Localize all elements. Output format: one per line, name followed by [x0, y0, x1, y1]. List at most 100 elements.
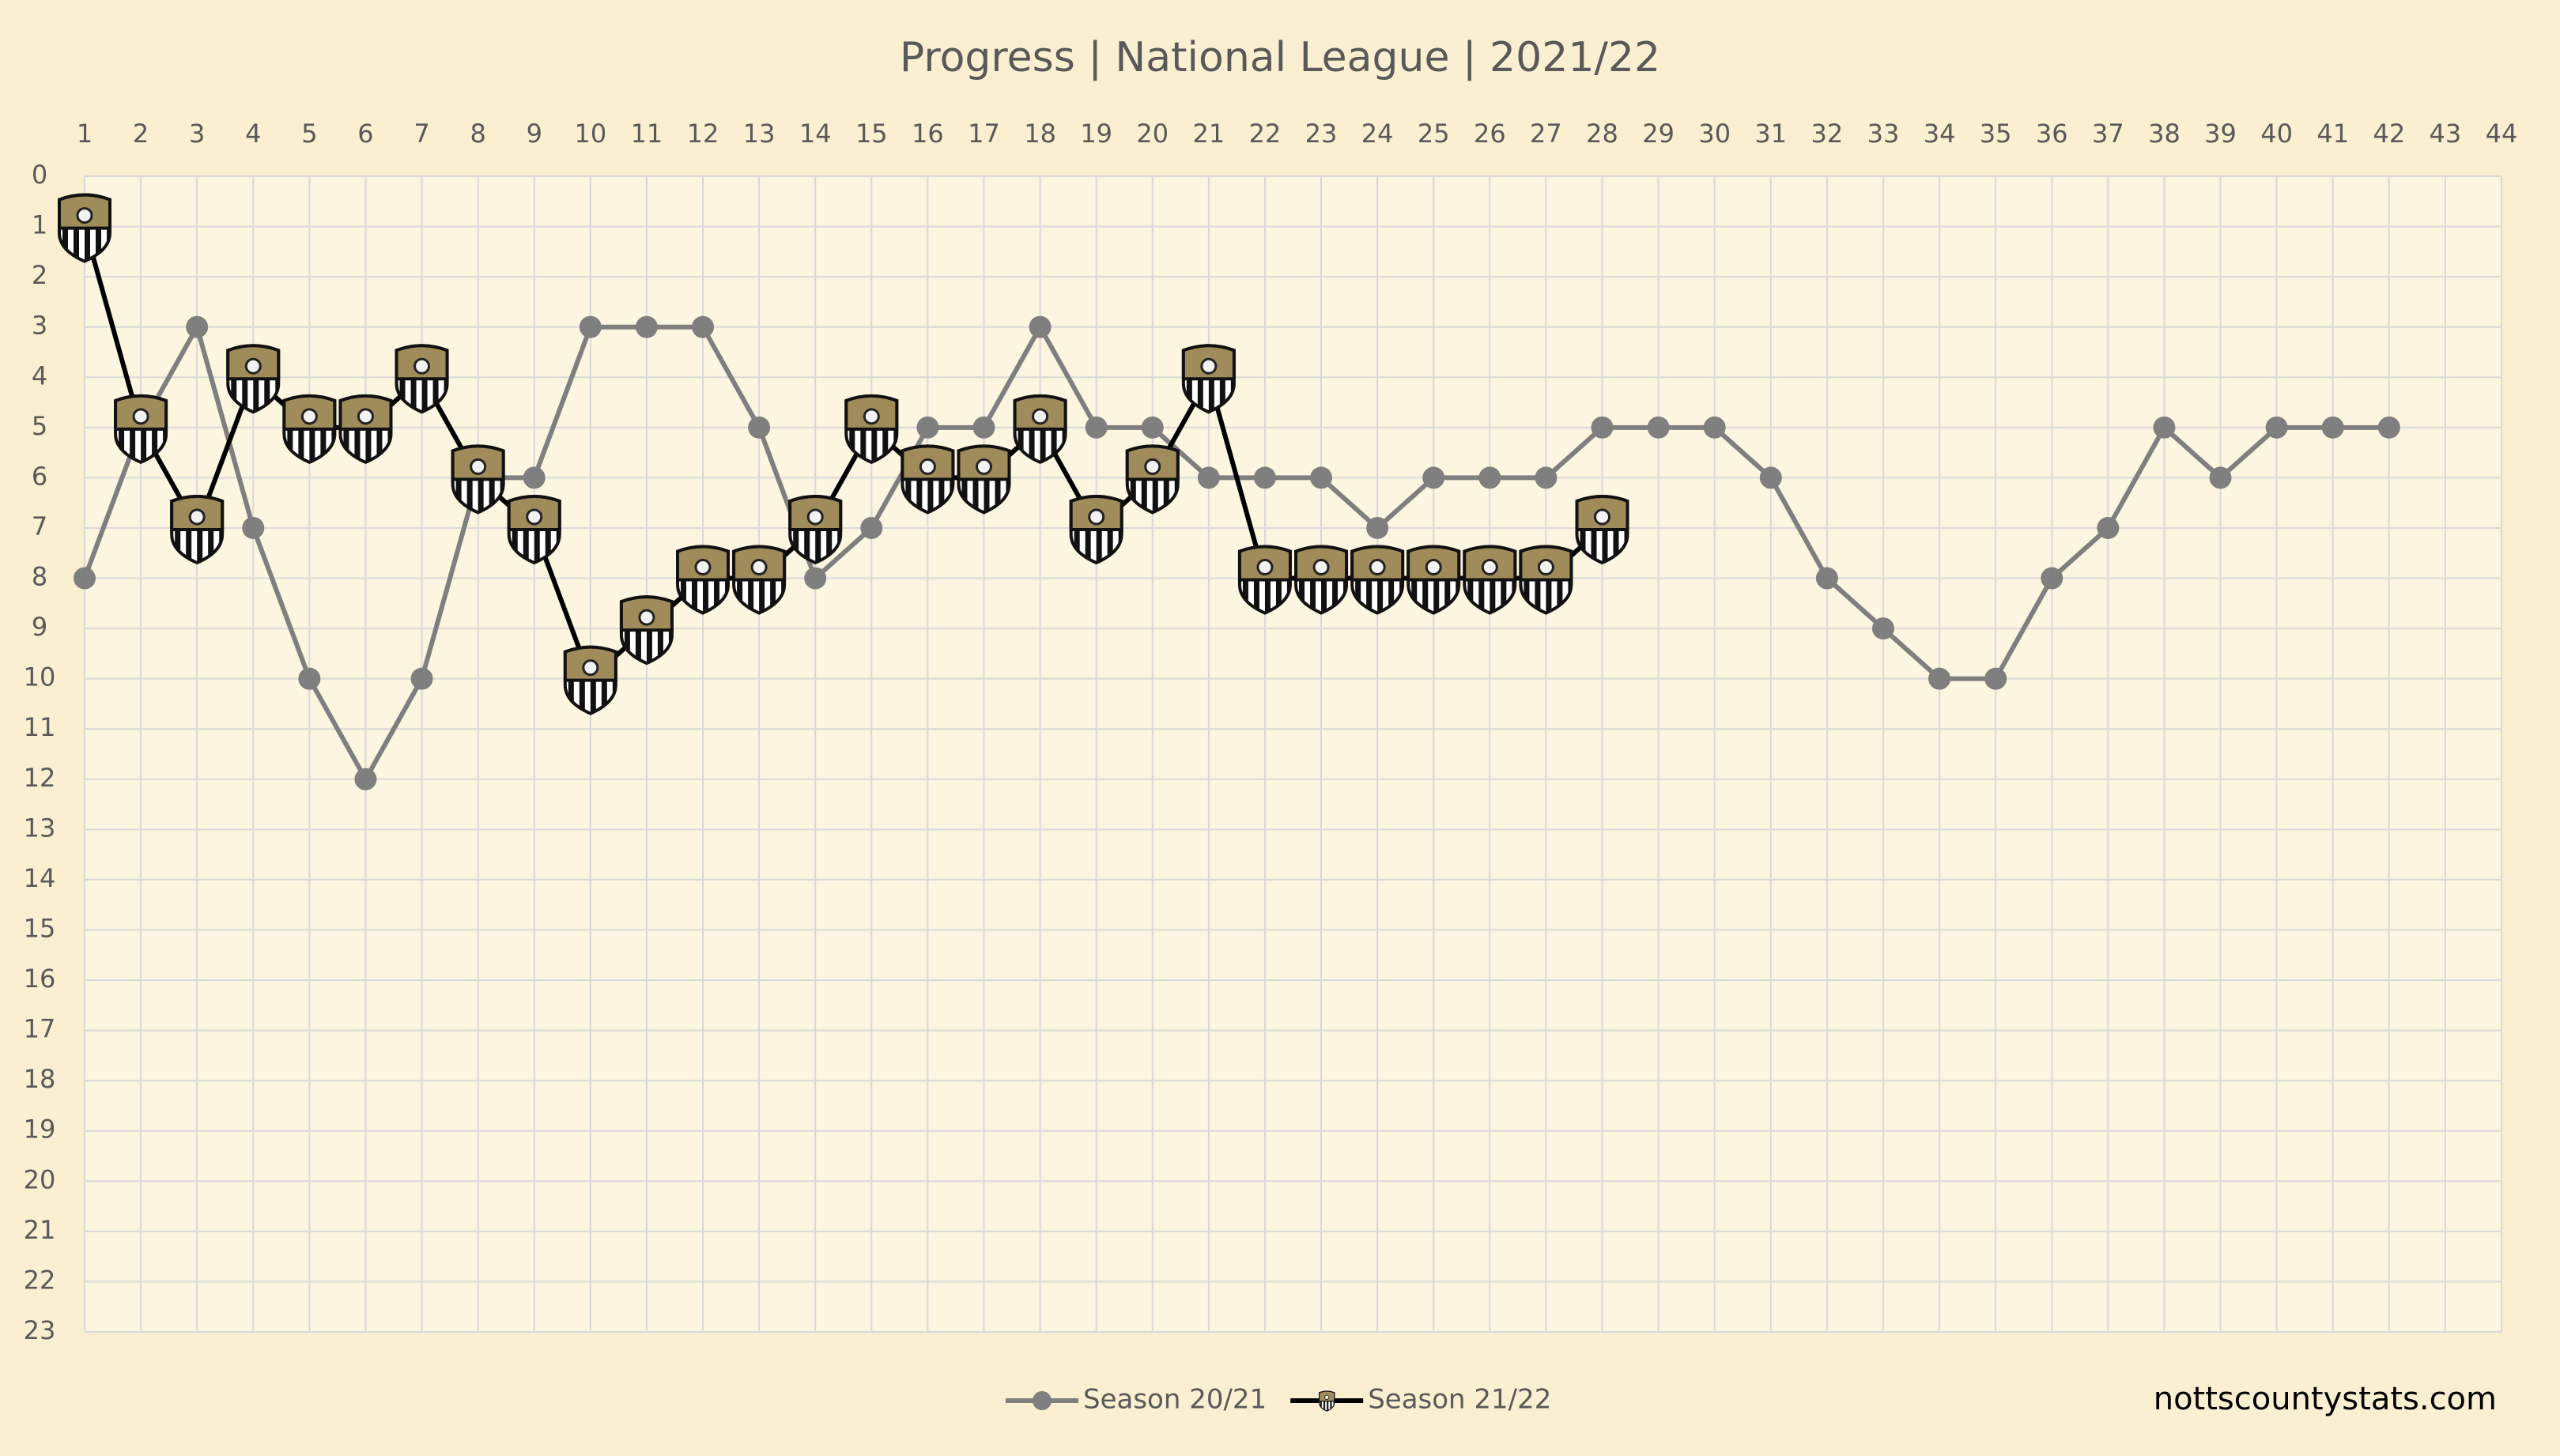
badge-marker: [1294, 545, 1349, 615]
badge-emblem: [1200, 357, 1218, 375]
x-tick-label: 39: [2204, 119, 2237, 149]
badge-emblem: [806, 508, 824, 526]
x-tick-label: 15: [855, 119, 888, 149]
badge-marker: [58, 193, 111, 263]
x-tick-label: 18: [1024, 119, 1056, 149]
point-marker: [410, 667, 433, 690]
x-tick-label: 24: [1361, 119, 1394, 149]
y-tick-label: 16: [24, 964, 56, 994]
point-marker: [1984, 667, 2007, 690]
x-tick-label: 11: [631, 119, 663, 149]
plot-area: [85, 176, 2501, 1332]
x-tick-label: 25: [1418, 119, 1450, 149]
y-tick-label: 15: [24, 913, 56, 943]
point-marker: [1029, 315, 1052, 338]
badge-emblem: [526, 508, 543, 526]
x-tick-label: 16: [912, 119, 944, 149]
point-marker: [579, 315, 602, 338]
y-tick-label: 1: [32, 210, 47, 240]
x-tick-label: 37: [2092, 119, 2124, 149]
point-marker: [74, 567, 96, 590]
x-tick-label: 20: [1136, 119, 1169, 149]
y-tick-label: 3: [32, 311, 47, 341]
x-tick-label: 36: [2036, 119, 2068, 149]
point-marker: [1478, 466, 1501, 489]
y-tick-label: 21: [24, 1215, 56, 1245]
badge-emblem: [1032, 408, 1049, 425]
badge-marker: [451, 444, 505, 515]
badge-marker: [1350, 545, 1405, 615]
badge-emblem: [1144, 458, 1161, 475]
x-tick-label: 34: [1924, 119, 1956, 149]
point-marker: [2377, 416, 2400, 439]
badge-emblem: [1537, 559, 1554, 576]
badge-emblem: [413, 357, 431, 375]
x-tick-label: 8: [470, 119, 485, 149]
point-marker: [242, 516, 265, 539]
badge-marker: [395, 344, 449, 414]
badge-emblem: [1425, 559, 1442, 576]
badge-marker: [1463, 545, 1517, 615]
x-tick-label: 1: [77, 119, 93, 149]
x-tick-label: 22: [1249, 119, 1282, 149]
x-tick-label: 6: [357, 119, 373, 149]
point-marker: [1591, 416, 1614, 439]
y-tick-label: 10: [24, 662, 56, 692]
point-marker: [748, 416, 771, 439]
point-marker: [1085, 416, 1108, 439]
badge-emblem: [188, 508, 206, 526]
point-marker: [804, 567, 827, 590]
badge-marker: [226, 344, 281, 414]
y-tick-label: 13: [24, 813, 56, 843]
x-tick-label: 7: [413, 119, 429, 149]
point-marker: [1366, 516, 1389, 539]
x-tick-label: 41: [2316, 119, 2349, 149]
x-tick-label: 35: [1980, 119, 2012, 149]
point-marker: [2265, 416, 2288, 439]
point-marker: [692, 315, 715, 338]
point-marker: [972, 416, 995, 439]
point-marker: [1310, 466, 1333, 489]
badge-emblem: [470, 458, 487, 475]
point-marker: [2097, 516, 2120, 539]
x-tick-label: 2: [133, 119, 149, 149]
x-tick-label: 33: [1867, 119, 1900, 149]
x-tick-label: 43: [2430, 119, 2462, 149]
point-marker: [2321, 416, 2344, 439]
badge-marker: [1237, 545, 1292, 615]
x-tick-label: 32: [1811, 119, 1844, 149]
badge-marker: [563, 645, 617, 715]
badge-emblem: [975, 458, 992, 475]
badge-marker: [1575, 495, 1629, 565]
point-marker: [1759, 466, 1782, 489]
y-tick-label: 8: [32, 562, 47, 592]
badge-marker: [1069, 495, 1123, 565]
x-tick-label: 13: [743, 119, 776, 149]
legend-label: Season 21/22: [1368, 1384, 1551, 1416]
point-marker: [354, 768, 377, 790]
point-marker: [1871, 617, 1894, 640]
point-marker: [1253, 466, 1276, 489]
point-marker: [635, 315, 658, 338]
point-marker: [1928, 667, 1951, 690]
y-tick-label: 2: [32, 260, 47, 290]
y-tick-label: 23: [24, 1315, 56, 1345]
x-tick-label: 10: [574, 119, 606, 149]
badge-marker: [1519, 545, 1573, 615]
point-marker: [916, 416, 939, 439]
badge-marker: [507, 495, 561, 565]
x-tick-label: 44: [2486, 119, 2518, 149]
legend-marker: [1033, 1391, 1052, 1410]
badge-emblem: [1312, 559, 1330, 576]
point-marker: [1141, 416, 1164, 439]
y-tick-label: 19: [24, 1115, 56, 1145]
x-tick-label: 17: [968, 119, 1000, 149]
badge-emblem: [357, 408, 374, 425]
point-marker: [1815, 567, 1838, 590]
y-tick-label: 18: [24, 1064, 56, 1094]
badge-emblem: [1088, 508, 1105, 526]
x-tick-label: 23: [1305, 119, 1338, 149]
y-tick-label: 22: [24, 1265, 56, 1295]
badge-emblem: [244, 357, 262, 375]
